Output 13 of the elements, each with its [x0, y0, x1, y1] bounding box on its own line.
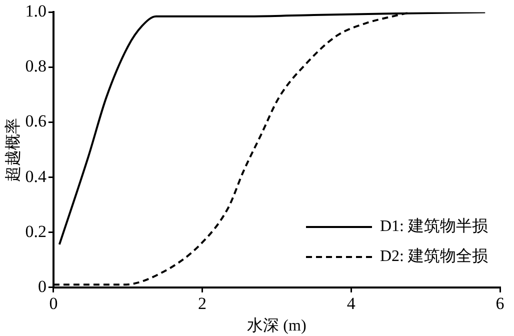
- y-axis-title: 超越概率: [4, 118, 22, 182]
- x-tick-label: 4: [346, 294, 356, 314]
- legend-label: D1: 建筑物半损: [380, 216, 488, 237]
- y-tick-label: 1.0: [25, 2, 46, 21]
- y-tick-label: 0.6: [25, 112, 46, 131]
- y-tick-label: 0: [38, 276, 46, 296]
- y-tick-label: 0.8: [25, 56, 46, 76]
- x-axis-title: 水深 (m): [247, 316, 306, 335]
- x-tick-label: 2: [198, 294, 207, 314]
- x-tick-label: 6: [496, 294, 504, 314]
- legend-label: D2: 建筑物全损: [380, 246, 488, 267]
- y-tick-label: 0.4: [25, 166, 47, 186]
- y-tick-label: 0.2: [25, 222, 46, 241]
